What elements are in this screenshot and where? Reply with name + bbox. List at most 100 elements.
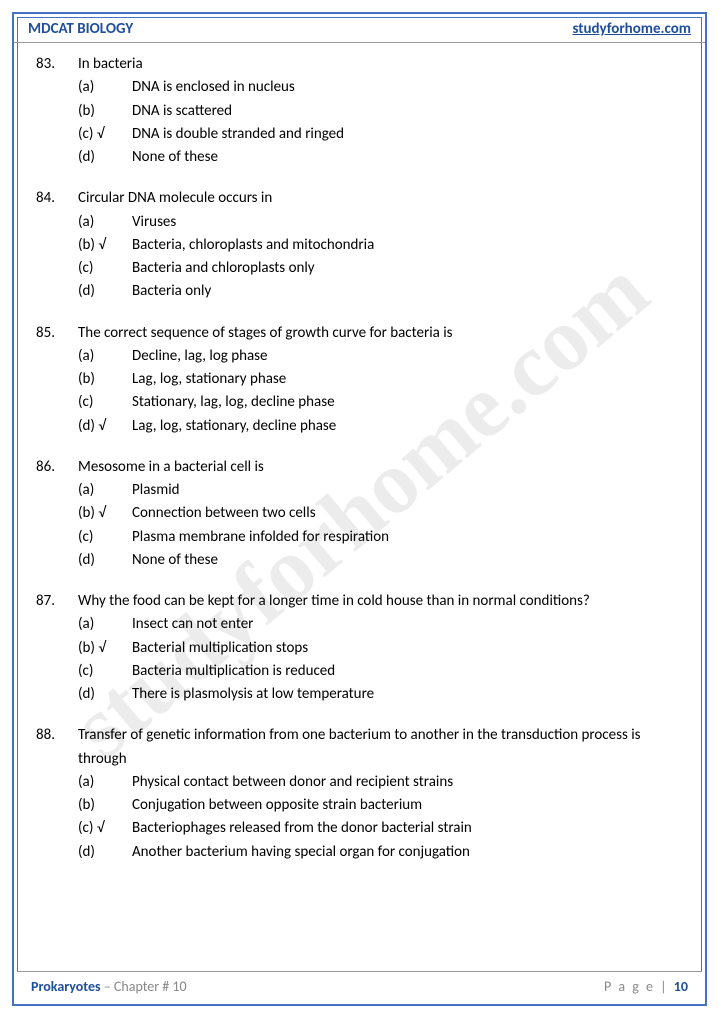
question-row: 83.In bacteria <box>36 53 683 76</box>
option-text: Viruses <box>132 211 683 234</box>
option-label: (b) <box>78 368 132 391</box>
page-footer: Prokaryotes – Chapter # 10 P a g e | 10 <box>17 971 702 1001</box>
option-row: (b)Lag, log, stationary phase <box>78 368 683 391</box>
option-text: Decline, lag, log phase <box>132 345 683 368</box>
option-text: Conjugation between opposite strain bact… <box>132 794 683 817</box>
option-label: (c) √ <box>78 817 132 840</box>
question-row: 85.The correct sequence of stages of gro… <box>36 322 683 345</box>
question-number: 83. <box>36 53 78 76</box>
option-text: Bacteriophages released from the donor b… <box>132 817 683 840</box>
question: 84.Circular DNA molecule occurs in(a)Vir… <box>36 187 683 303</box>
question-row: 86.Mesosome in a bacterial cell is <box>36 456 683 479</box>
option-row: (c)Bacteria and chloroplasts only <box>78 257 683 280</box>
content-area: 83.In bacteria(a)DNA is enclosed in nucl… <box>14 43 705 892</box>
footer-topic: Prokaryotes <box>31 978 101 995</box>
option-text: Another bacterium having special organ f… <box>132 841 683 864</box>
option-row: (d)Bacteria only <box>78 280 683 303</box>
option-label: (b) √ <box>78 637 132 660</box>
option-label: (a) <box>78 211 132 234</box>
option-text: DNA is enclosed in nucleus <box>132 76 683 99</box>
option-text: Bacterial multiplication stops <box>132 637 683 660</box>
option-row: (a)Decline, lag, log phase <box>78 345 683 368</box>
option-text: Bacteria only <box>132 280 683 303</box>
option-text: Lag, log, stationary phase <box>132 368 683 391</box>
footer-right: P a g e | 10 <box>604 978 688 995</box>
option-text: There is plasmolysis at low temperature <box>132 683 683 706</box>
option-label: (b) √ <box>78 502 132 525</box>
option-row: (b) √Connection between two cells <box>78 502 683 525</box>
option-row: (d)None of these <box>78 146 683 169</box>
header-website: studyforhome.com <box>572 20 691 38</box>
question-text: The correct sequence of stages of growth… <box>78 322 683 345</box>
option-row: (a)Viruses <box>78 211 683 234</box>
question-number: 84. <box>36 187 78 210</box>
page-header: MDCAT BIOLOGY studyforhome.com <box>14 14 705 43</box>
question-text: Mesosome in a bacterial cell is <box>78 456 683 479</box>
option-row: (c)Bacteria multiplication is reduced <box>78 660 683 683</box>
option-label: (b) √ <box>78 234 132 257</box>
option-row: (a)Insect can not enter <box>78 613 683 636</box>
option-text: Bacteria multiplication is reduced <box>132 660 683 683</box>
option-label: (a) <box>78 613 132 636</box>
question-number: 85. <box>36 322 78 345</box>
option-row: (a)Plasmid <box>78 479 683 502</box>
option-row: (b) √Bacterial multiplication stops <box>78 637 683 660</box>
option-label: (d) <box>78 683 132 706</box>
option-row: (d)None of these <box>78 549 683 572</box>
option-text: Plasma membrane infolded for respiration <box>132 526 683 549</box>
option-text: DNA is scattered <box>132 100 683 123</box>
option-label: (d) <box>78 549 132 572</box>
option-label: (a) <box>78 76 132 99</box>
question-number: 87. <box>36 590 78 613</box>
question-text: In bacteria <box>78 53 683 76</box>
option-label: (b) <box>78 794 132 817</box>
option-text: Lag, log, stationary, decline phase <box>132 415 683 438</box>
option-row: (c)Stationary, lag, log, decline phase <box>78 391 683 414</box>
option-text: Bacteria and chloroplasts only <box>132 257 683 280</box>
question: 85.The correct sequence of stages of gro… <box>36 322 683 438</box>
option-text: DNA is double stranded and ringed <box>132 123 683 146</box>
option-label: (c) √ <box>78 123 132 146</box>
option-label: (b) <box>78 100 132 123</box>
footer-page-number: 10 <box>674 978 688 995</box>
footer-page-label: P a g e | <box>604 978 674 995</box>
option-row: (a)Physical contact between donor and re… <box>78 771 683 794</box>
option-row: (c) √DNA is double stranded and ringed <box>78 123 683 146</box>
option-text: Bacteria, chloroplasts and mitochondria <box>132 234 683 257</box>
question-row: 84.Circular DNA molecule occurs in <box>36 187 683 210</box>
option-row: (d)There is plasmolysis at low temperatu… <box>78 683 683 706</box>
option-label: (a) <box>78 771 132 794</box>
option-label: (c) <box>78 257 132 280</box>
option-text: None of these <box>132 146 683 169</box>
question: 88.Transfer of genetic information from … <box>36 724 683 864</box>
question-number: 88. <box>36 724 78 771</box>
option-label: (a) <box>78 479 132 502</box>
option-label: (c) <box>78 391 132 414</box>
option-label: (c) <box>78 526 132 549</box>
question-number: 86. <box>36 456 78 479</box>
option-row: (b) √Bacteria, chloroplasts and mitochon… <box>78 234 683 257</box>
question-text: Why the food can be kept for a longer ti… <box>78 590 683 613</box>
option-text: Physical contact between donor and recip… <box>132 771 683 794</box>
header-title: MDCAT BIOLOGY <box>28 20 133 38</box>
option-label: (d) <box>78 841 132 864</box>
option-label: (d) <box>78 280 132 303</box>
footer-left: Prokaryotes – Chapter # 10 <box>31 978 187 995</box>
option-label: (a) <box>78 345 132 368</box>
question-text: Circular DNA molecule occurs in <box>78 187 683 210</box>
option-row: (c)Plasma membrane infolded for respirat… <box>78 526 683 549</box>
option-label: (c) <box>78 660 132 683</box>
option-row: (d) √Lag, log, stationary, decline phase <box>78 415 683 438</box>
question: 87.Why the food can be kept for a longer… <box>36 590 683 706</box>
option-row: (a)DNA is enclosed in nucleus <box>78 76 683 99</box>
question: 83.In bacteria(a)DNA is enclosed in nucl… <box>36 53 683 169</box>
option-label: (d) <box>78 146 132 169</box>
option-label: (d) √ <box>78 415 132 438</box>
question-row: 88.Transfer of genetic information from … <box>36 724 683 771</box>
option-text: Connection between two cells <box>132 502 683 525</box>
option-text: Stationary, lag, log, decline phase <box>132 391 683 414</box>
question-row: 87.Why the food can be kept for a longer… <box>36 590 683 613</box>
option-row: (d)Another bacterium having special orga… <box>78 841 683 864</box>
footer-chapter: – Chapter # 10 <box>101 978 187 995</box>
option-row: (b)DNA is scattered <box>78 100 683 123</box>
